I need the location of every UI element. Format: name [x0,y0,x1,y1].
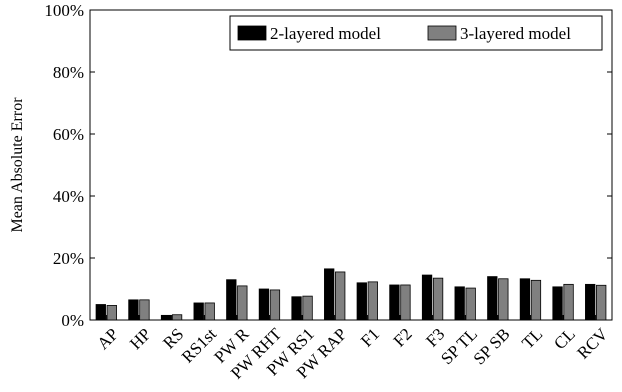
legend-swatch [237,25,267,41]
bar-two-layer [487,276,498,321]
bar-three-layer [139,299,150,321]
bar-three-layer [171,314,183,321]
bar-two-layer [552,286,563,321]
plot-frame [89,9,613,321]
y-tick-label: 40% [53,187,84,206]
bar-two-layer [160,314,172,321]
x-tick-label: AP [93,324,122,353]
bar-two-layer [356,282,367,321]
bar-two-layer [95,304,106,321]
y-tick-label: 80% [53,63,84,82]
bar-two-layer [421,274,433,321]
bar-three-layer [106,305,117,321]
bar-two-layer [291,296,302,321]
bar-two-layer [193,302,204,321]
legend-swatch [427,25,457,41]
legend-label: 3-layered model [460,24,571,43]
x-tick-label: SP SB [470,324,514,368]
x-tick-label: F1 [357,324,383,350]
y-tick-label: 20% [53,249,84,268]
bar-three-layer [367,281,378,321]
legend: 2-layered model 3-layered model [229,15,603,51]
legend-label: 2-layered model [270,24,381,43]
x-tick-label: HP [126,324,155,353]
bar-three-layer [237,285,248,321]
bar-two-layer [128,299,139,321]
y-tick-label: 0% [61,311,84,330]
x-tick-label: SP TL [437,324,481,368]
y-tick-label: 100% [44,1,84,20]
legend-box [229,15,603,51]
bar-three-layer [400,284,411,321]
bar-three-layer [465,287,476,321]
bar-three-layer [269,289,281,321]
bar-three-layer [432,277,444,321]
x-tick-label: RS1st [178,324,220,366]
bar-two-layer [519,278,531,321]
chart-bars [95,268,607,321]
bar-three-layer [302,295,313,321]
bar-three-layer [498,278,509,321]
bar-three-layer [204,302,215,321]
bar-three-layer [335,271,346,321]
y-axis-label: Mean Absolute Error [9,97,26,233]
bar-two-layer [585,283,596,321]
bar-three-layer [596,284,607,321]
y-axis-ticks: 0% 20% 40% 60% 80% 100% [44,1,612,330]
bar-two-layer [389,284,400,321]
bar-two-layer [454,286,465,321]
bar-three-layer [530,279,542,321]
bar-two-layer [258,288,270,321]
x-tick-label: F2 [390,324,416,350]
chart-axes [89,9,613,321]
bar-three-layer [563,283,574,321]
bar-two-layer [226,279,237,321]
bar-two-layer [324,268,335,321]
y-tick-label: 60% [53,125,84,144]
x-tick-label: TL [518,324,546,352]
x-tick-label: RCV [573,324,612,363]
